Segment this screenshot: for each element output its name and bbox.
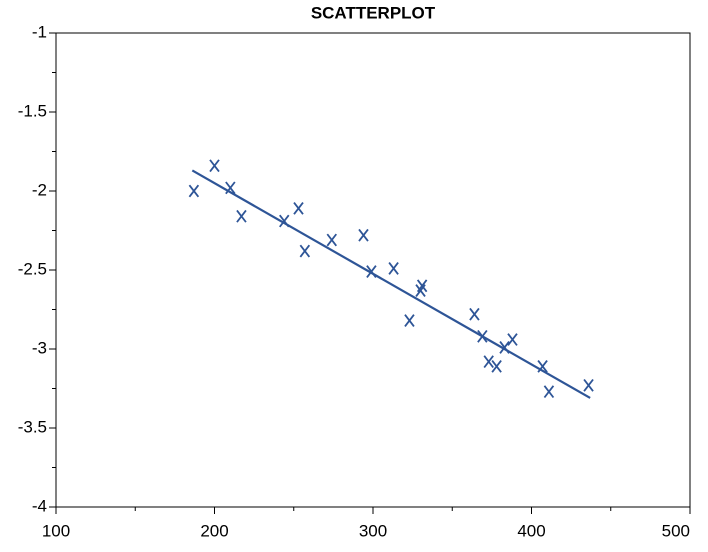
y-tick-label: -2.5 (18, 259, 47, 278)
point (499, 341, 510, 354)
x-tick-label: 300 (359, 521, 387, 540)
point-stroke (225, 181, 236, 195)
point-stroke (326, 233, 338, 247)
point (279, 214, 290, 228)
point-stroke (299, 244, 311, 258)
x-tick-label: 400 (517, 521, 545, 540)
point (507, 333, 518, 346)
point (299, 244, 311, 258)
fit-line (191, 169, 591, 399)
point-stroke (293, 201, 304, 215)
point-stroke (358, 228, 369, 242)
point (404, 314, 415, 327)
point (293, 201, 304, 215)
point-stroke (477, 329, 488, 343)
x-tick-label: 200 (200, 521, 228, 540)
point (358, 228, 369, 242)
point (416, 279, 428, 293)
point (188, 184, 200, 198)
point (583, 378, 594, 392)
point-stroke (209, 159, 220, 173)
y-tick-label: -3 (32, 338, 47, 357)
point-stroke (279, 214, 290, 228)
point-stroke (491, 359, 502, 373)
point-stroke (236, 209, 247, 223)
point (477, 329, 488, 343)
point-stroke (583, 378, 594, 392)
point (326, 233, 338, 247)
x-tick-label: 500 (662, 521, 690, 540)
point-stroke (366, 265, 377, 278)
point (209, 159, 220, 173)
x-tick-label: 100 (42, 521, 70, 540)
point (236, 209, 247, 223)
point-stroke (388, 262, 399, 275)
point-stroke (404, 314, 415, 327)
point-stroke (416, 279, 428, 293)
y-tick-label: -1 (32, 22, 47, 41)
y-tick-label: -2 (32, 180, 47, 199)
point (483, 355, 494, 369)
y-tick-label: -1.5 (18, 101, 47, 120)
point-stroke (543, 385, 555, 399)
y-tick-label: -4 (32, 496, 47, 515)
point (543, 385, 555, 399)
point-stroke (507, 333, 518, 346)
point (491, 359, 502, 373)
point-stroke (188, 184, 200, 198)
point (537, 359, 548, 373)
point-stroke (499, 341, 510, 354)
point-stroke (469, 307, 480, 321)
point (225, 181, 236, 195)
point (469, 307, 480, 321)
y-tick-label: -3.5 (18, 417, 47, 436)
point (366, 265, 377, 278)
point-stroke (537, 359, 548, 373)
chart-title: SCATTERPLOT (311, 3, 436, 22)
point-stroke (483, 355, 494, 369)
point (388, 262, 399, 275)
